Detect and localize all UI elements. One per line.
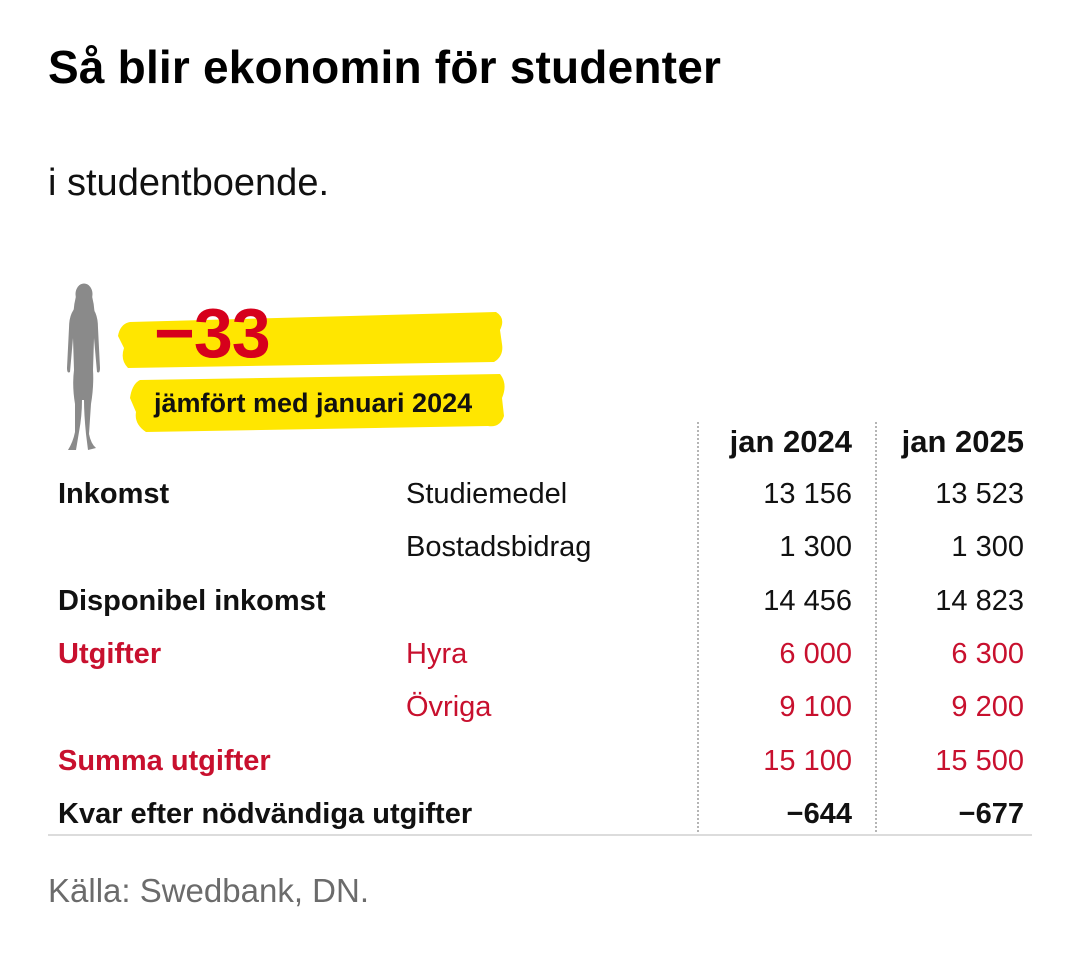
column-divider [875, 422, 877, 832]
person-silhouette-icon [67, 283, 100, 450]
value-jan-2025: 14 823 [935, 584, 1024, 617]
column-divider [697, 422, 699, 832]
value-jan-2024: 14 456 [763, 584, 852, 617]
table-row: Summa utgifter 15 100 15 500 [0, 745, 1080, 798]
value-jan-2024: 1 300 [779, 531, 852, 564]
value-jan-2025: 9 200 [951, 691, 1024, 724]
row-label: Summa utgifter [58, 744, 271, 777]
value-jan-2025: 6 300 [951, 637, 1024, 670]
row-label: Inkomst [58, 478, 170, 510]
table-row: Disponibel inkomst 14 456 14 823 [0, 585, 1080, 638]
value-jan-2024: 9 100 [779, 691, 852, 724]
page-subtitle: i studentboende. [48, 162, 330, 204]
row-sublabel: Studiemedel [406, 478, 568, 510]
table-row: Övriga 9 100 9 200 [0, 691, 1080, 744]
table-row: Utgifter Hyra 6 000 6 300 [0, 638, 1080, 691]
value-jan-2025: 13 523 [935, 478, 1024, 510]
table-bottom-rule [48, 834, 1032, 836]
value-jan-2024: 15 100 [763, 744, 852, 777]
table-row: Bostadsbidrag 1 300 1 300 [0, 531, 1080, 584]
value-jan-2025: 1 300 [951, 531, 1024, 564]
highlight-brush-stroke [118, 312, 505, 432]
change-value: −33 [154, 294, 271, 372]
row-sublabel: Bostadsbidrag [406, 531, 592, 564]
table-row: Inkomst Studiemedel 13 156 13 523 [0, 478, 1080, 531]
column-header-jan-2025: jan 2025 [901, 424, 1024, 459]
value-jan-2024: 6 000 [779, 637, 852, 670]
value-jan-2024: 13 156 [763, 478, 852, 510]
row-sublabel: Hyra [406, 637, 468, 670]
column-header-jan-2024: jan 2024 [729, 424, 852, 459]
value-jan-2025: 15 500 [935, 744, 1024, 777]
row-label: Disponibel inkomst [58, 584, 326, 617]
value-jan-2024: −644 [786, 797, 852, 830]
value-jan-2025: −677 [958, 797, 1024, 830]
row-label: Kvar efter nödvändiga utgifter [58, 797, 473, 830]
row-sublabel: Övriga [406, 691, 492, 724]
table-row: Kvar efter nödvändiga utgifter −644 −677 [0, 798, 1080, 851]
page-title: Så blir ekonomin för studenter [48, 41, 722, 93]
change-label: jämfört med januari 2024 [154, 388, 473, 418]
row-label: Utgifter [58, 637, 162, 670]
source-note: Källa: Swedbank, DN. [48, 872, 369, 909]
